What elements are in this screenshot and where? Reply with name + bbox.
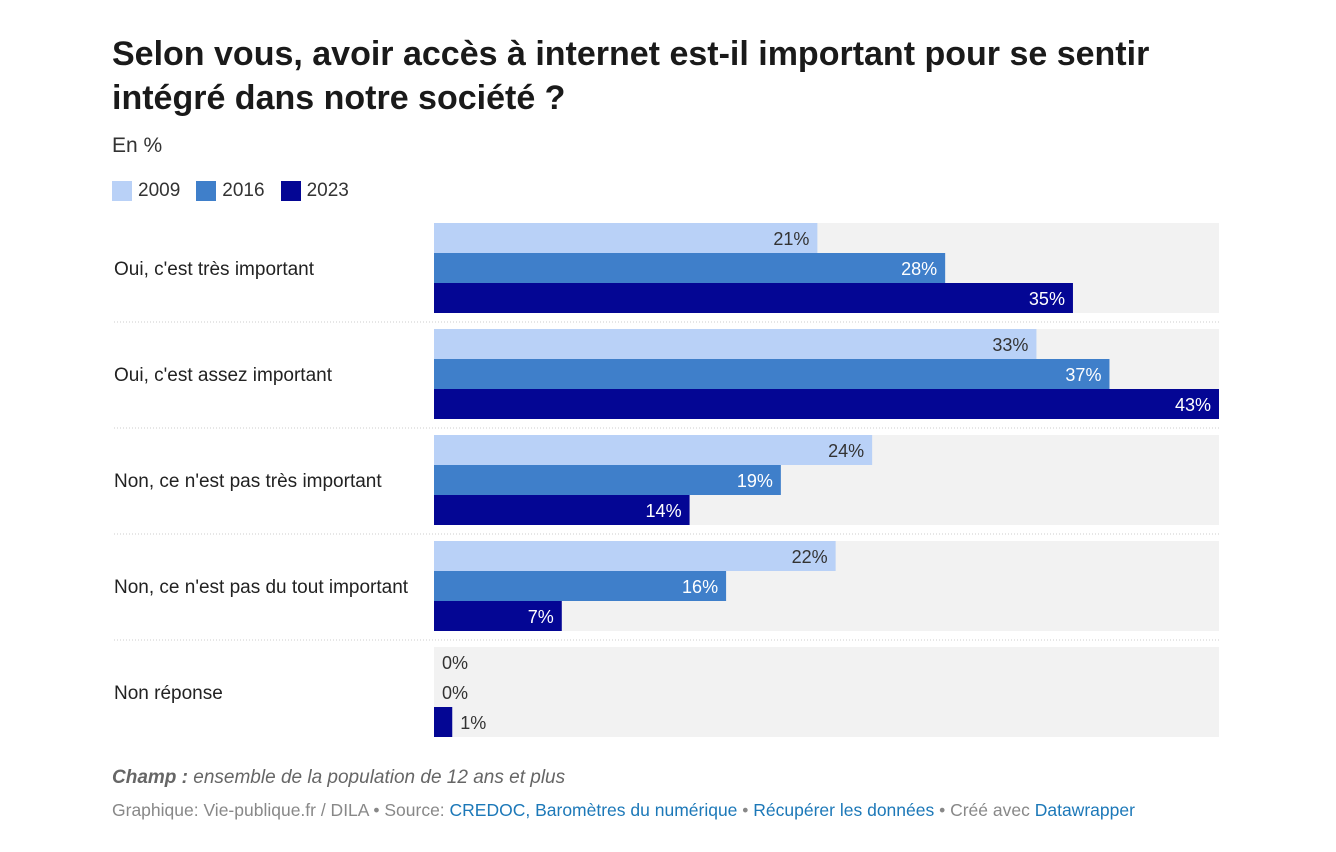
bar-2016-oui-c-est-tres-important — [434, 253, 946, 283]
bar-2023-non-reponse — [434, 707, 453, 737]
category-label-oui-c-est-assez-important: Oui, c'est assez important — [114, 365, 333, 386]
data-label-2016-non-ce-n-est-pas-tres-important: 19% — [737, 471, 773, 491]
data-label-2023-non-reponse: 1% — [460, 713, 486, 733]
data-label-2023-non-ce-n-est-pas-du-tout-important: 7% — [528, 607, 554, 627]
category-label-non-ce-n-est-pas-tres-important: Non, ce n'est pas très important — [114, 471, 382, 492]
bar-2023-non-ce-n-est-pas-du-tout-important — [434, 601, 562, 631]
legend-item-2023: 2023 — [280, 180, 349, 202]
data-label-2009-non-ce-n-est-pas-du-tout-important: 22% — [792, 547, 828, 567]
bar-2009-oui-c-est-assez-important — [434, 329, 1037, 359]
chart-subtitle: En % — [112, 134, 163, 157]
bar-track-non-reponse — [434, 647, 1219, 737]
bar-2009-oui-c-est-tres-important — [434, 223, 818, 253]
bar-2009-non-ce-n-est-pas-tres-important — [434, 435, 873, 465]
bar-chart: Oui, c'est très important 21% 28% 35% Oui, c… — [114, 223, 1219, 737]
footer-sep-2: • Créé avec — [934, 800, 1035, 820]
data-label-2016-non-ce-n-est-pas-du-tout-important: 16% — [682, 577, 718, 597]
bar-2023-oui-c-est-tres-important — [434, 283, 1073, 313]
footer-note-text: ensemble de la population de 12 ans et p… — [188, 767, 566, 788]
bar-2016-non-ce-n-est-pas-tres-important — [434, 465, 781, 495]
bar-2023-oui-c-est-assez-important — [434, 389, 1219, 419]
legend-swatch-2016 — [196, 181, 217, 201]
category-label-oui-c-est-tres-important: Oui, c'est très important — [114, 259, 315, 280]
data-label-2009-oui-c-est-assez-important: 33% — [992, 335, 1028, 355]
chart-title: Selon vous, avoir accès à internet est-i… — [112, 35, 1150, 117]
footer-note-label: Champ : — [112, 767, 188, 788]
footer-source-prefix: Graphique: Vie-publique.fr / DILA • Sour… — [112, 800, 450, 820]
source-link[interactable]: CREDOC, Baromètres du numérique — [449, 800, 738, 820]
bar-2009-non-ce-n-est-pas-du-tout-important — [434, 541, 836, 571]
category-label-non-reponse: Non réponse — [114, 683, 223, 704]
legend-swatch-2009 — [112, 181, 132, 201]
legend-item-2016: 2016 — [196, 180, 265, 202]
legend-label-2009: 2009 — [138, 180, 181, 201]
download-data-link[interactable]: Récupérer les données — [753, 800, 935, 820]
footer-note: Champ : ensemble de la population de 12 … — [112, 767, 565, 789]
footer-sep-1: • — [737, 800, 754, 820]
datawrapper-link[interactable]: Datawrapper — [1034, 800, 1135, 820]
data-label-2009-oui-c-est-tres-important: 21% — [773, 229, 809, 249]
bar-2023-non-ce-n-est-pas-tres-important — [434, 495, 690, 525]
data-label-2023-non-ce-n-est-pas-tres-important: 14% — [646, 501, 682, 521]
legend-swatch-2023 — [280, 181, 301, 201]
bar-2016-non-ce-n-est-pas-du-tout-important — [434, 571, 727, 601]
data-label-2023-oui-c-est-tres-important: 35% — [1029, 289, 1065, 309]
legend-label-2016: 2016 — [222, 180, 265, 201]
data-label-2023-oui-c-est-assez-important: 43% — [1175, 395, 1211, 415]
bar-2016-oui-c-est-assez-important — [434, 359, 1110, 389]
legend-item-2009: 2009 — [112, 180, 180, 202]
data-label-2016-oui-c-est-assez-important: 37% — [1065, 365, 1101, 385]
data-label-2016-non-reponse: 0% — [442, 683, 468, 703]
footer-source: Graphique: Vie-publique.fr / DILA • Sour… — [112, 800, 1135, 821]
data-label-2009-non-reponse: 0% — [442, 653, 468, 673]
legend: 2009 2016 2023 — [112, 180, 349, 202]
data-label-2016-oui-c-est-tres-important: 28% — [901, 259, 937, 279]
data-label-2009-non-ce-n-est-pas-tres-important: 24% — [828, 441, 864, 461]
category-label-non-ce-n-est-pas-du-tout-important: Non, ce n'est pas du tout important — [114, 577, 409, 598]
legend-label-2023: 2023 — [306, 180, 349, 201]
